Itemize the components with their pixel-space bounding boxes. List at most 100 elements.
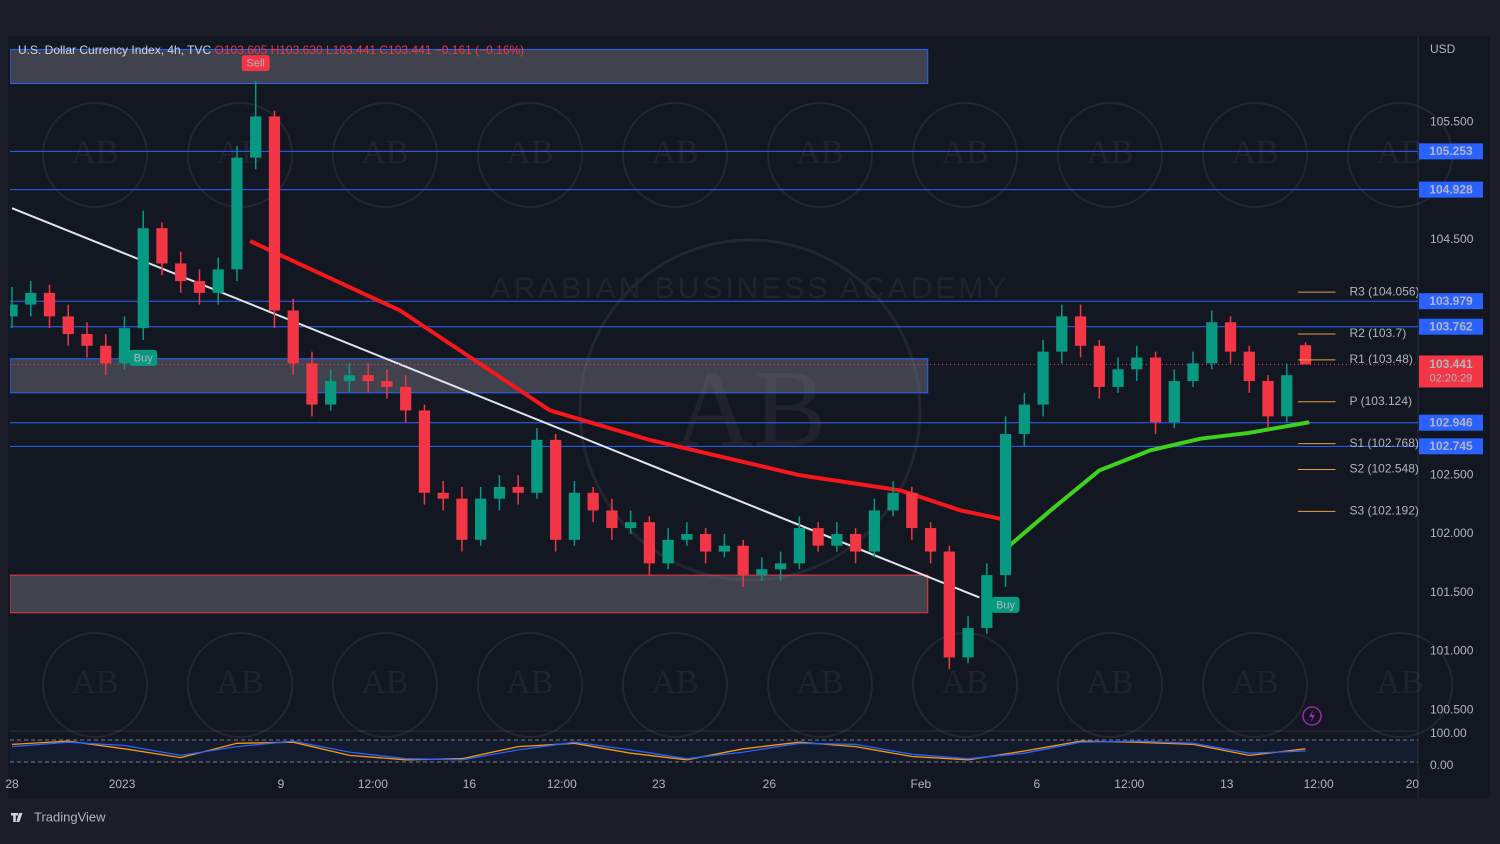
last-price-tag <box>1419 355 1483 388</box>
x-tick-label: 12:00 <box>1114 777 1144 791</box>
moving-average <box>1008 420 1310 548</box>
watermark-text: AB <box>216 664 263 701</box>
watermark-ring <box>187 632 293 738</box>
candle-body <box>606 510 618 529</box>
alert-bolt <box>1309 710 1315 722</box>
watermark-ring <box>767 102 873 208</box>
candle-body <box>231 157 243 270</box>
countdown: 02:20:29 <box>1430 372 1473 384</box>
low-value: L103.441 <box>326 43 376 57</box>
logo-mark <box>11 813 23 822</box>
watermark-ring <box>1057 632 1163 738</box>
watermark-text: AB <box>506 664 553 701</box>
pivot-label: S3 (102.192) <box>1350 504 1419 518</box>
watermark-text: AB <box>941 134 988 171</box>
watermark-text: AB <box>1086 664 1133 701</box>
pivot-label: S1 (102.768) <box>1350 436 1419 450</box>
watermark-ring <box>42 102 148 208</box>
watermark-text: AB <box>361 134 408 171</box>
watermark-text: AB <box>796 664 843 701</box>
candle-body <box>1149 357 1162 423</box>
signal-label: Buy <box>996 599 1015 611</box>
oscillator-tick-label: 100.00 <box>1430 726 1467 740</box>
x-tick-label: 6 <box>1034 777 1041 791</box>
candle-body <box>400 386 412 411</box>
candle-body <box>1018 404 1030 434</box>
candle-body <box>1206 322 1218 364</box>
candle-body <box>868 510 880 552</box>
watermark-ring <box>332 632 438 738</box>
candle-body <box>475 498 487 540</box>
level-label: 105.253 <box>1429 144 1473 158</box>
signal-badge <box>991 596 1020 613</box>
oscillator-pane <box>10 739 1418 763</box>
zone <box>10 48 929 85</box>
candle-body <box>1168 381 1180 423</box>
candle-body <box>625 522 637 529</box>
candle-body <box>25 292 37 305</box>
candle-body <box>1224 322 1237 352</box>
candle-body <box>1112 369 1124 387</box>
x-tick-label: 20 <box>1406 777 1420 791</box>
candle-body <box>512 486 524 493</box>
candle-body <box>325 381 337 405</box>
level-label: 103.762 <box>1429 319 1473 333</box>
pivot-label: R1 (103.48) <box>1350 352 1413 366</box>
candle-body <box>43 292 56 317</box>
watermark-text: AB <box>1231 664 1278 701</box>
candle-body <box>268 116 281 311</box>
candle-body <box>831 533 843 546</box>
signal-label: Buy <box>134 352 153 364</box>
candle-body <box>906 492 918 529</box>
candle-body <box>137 228 149 329</box>
candle-body <box>924 528 937 552</box>
moving-average <box>249 239 1006 522</box>
level-label: 102.745 <box>1429 439 1473 453</box>
pivot-label: P (103.124) <box>1350 394 1413 408</box>
y-tick-label: 102.500 <box>1430 467 1474 481</box>
candle-body <box>418 410 431 493</box>
candle-body <box>1281 375 1293 417</box>
watermark-ring <box>767 632 873 738</box>
candle-body <box>1037 351 1049 405</box>
candle-body <box>1074 316 1087 346</box>
candle-body <box>643 522 656 564</box>
candle-body <box>62 316 74 335</box>
oscillator-line <box>11 740 1306 761</box>
candle-body <box>550 439 562 540</box>
watermark-text: AB <box>1086 134 1133 171</box>
candle-body <box>1056 316 1068 352</box>
alert-icon[interactable] <box>1302 706 1322 726</box>
candle-body <box>287 310 299 364</box>
watermark-ring <box>477 102 583 208</box>
candle-body <box>756 569 768 576</box>
x-tick-label: Feb <box>910 777 931 791</box>
watermark-ring <box>332 102 438 208</box>
watermark-text: AB <box>361 664 408 701</box>
candle-body <box>681 533 693 540</box>
candle-body <box>212 269 224 293</box>
header: U.S. Dollar Currency Index, 4h, TVC O103… <box>18 43 524 57</box>
close-value: C103.441 <box>379 43 431 57</box>
candle-body <box>493 486 506 499</box>
currency: USD <box>1430 42 1456 56</box>
watermark-ring <box>912 102 1018 208</box>
x-tick-label: 9 <box>278 777 285 791</box>
high-value: H103.630 <box>271 43 323 57</box>
level-tag <box>1419 438 1483 455</box>
candle-body <box>1262 381 1274 417</box>
candle-body <box>812 528 824 546</box>
brand: TradingView <box>34 809 106 824</box>
y-tick-label: 101.000 <box>1430 644 1474 658</box>
pivot-label: S2 (102.548) <box>1350 462 1419 476</box>
watermark-ring <box>1347 632 1453 738</box>
watermark-ring <box>1057 102 1163 208</box>
candle-body <box>10 304 18 317</box>
candle-body <box>100 345 112 364</box>
candle-body <box>718 545 730 552</box>
y-tick-label: 104.500 <box>1430 232 1474 246</box>
candle-body <box>81 334 93 346</box>
x-tick-label: 23 <box>652 777 666 791</box>
level-tag <box>1419 181 1483 198</box>
